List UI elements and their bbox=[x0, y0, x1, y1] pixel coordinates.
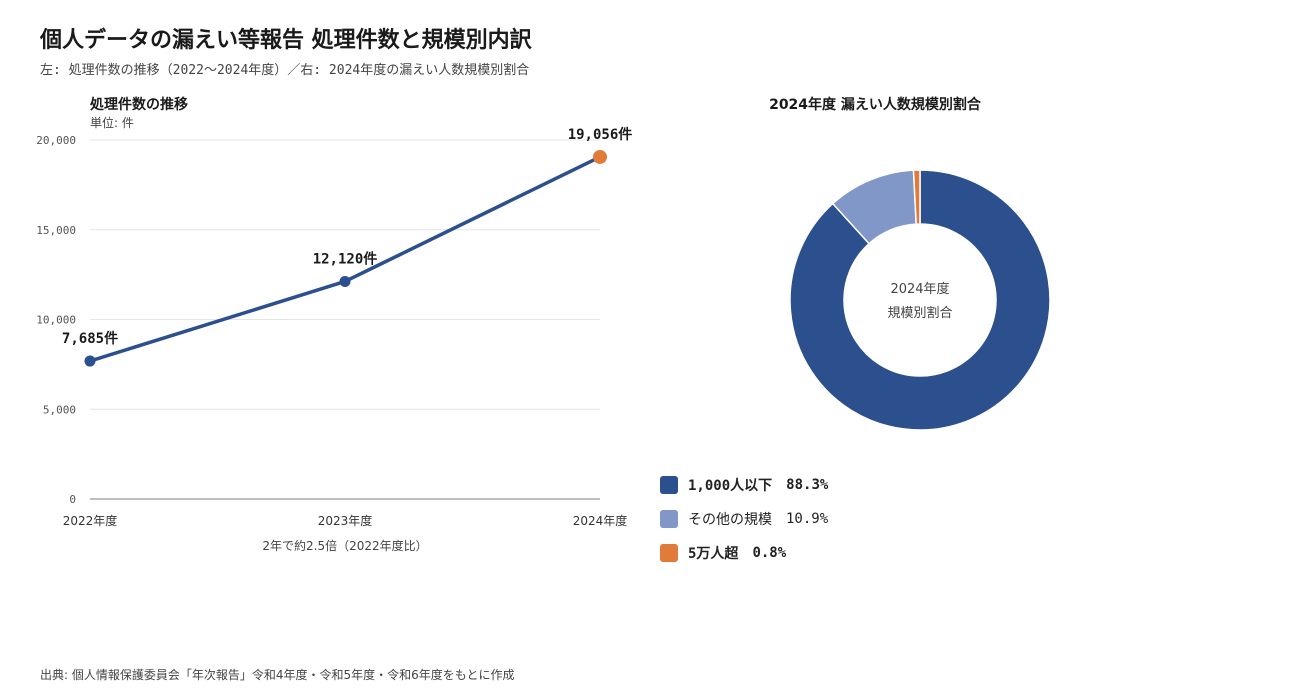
donut-slice bbox=[912, 169, 921, 225]
data-point bbox=[593, 149, 607, 164]
legend-percent: 0.8% bbox=[752, 545, 787, 561]
legend-swatch bbox=[660, 510, 678, 528]
donut-slice bbox=[789, 169, 1051, 431]
legend-item-other: その他の規模 10.9% bbox=[660, 510, 828, 528]
data-label: 12,120件 bbox=[313, 250, 378, 267]
x-tick-label: 2024年度 bbox=[573, 513, 628, 528]
legend-item-small: 1,000人以下 88.3% bbox=[660, 476, 828, 494]
legend-swatch bbox=[660, 544, 678, 562]
donut-center-label: 2024年度 bbox=[890, 281, 949, 297]
data-label: 19,056件 bbox=[568, 126, 633, 143]
x-tick-label: 2023年度 bbox=[318, 513, 373, 528]
y-tick-label: 0 bbox=[69, 493, 76, 506]
pie-legend: 1,000人以下 88.3% その他の規模 10.9% 5万人超 0.8% bbox=[660, 476, 828, 578]
unit-label: 単位: 件 bbox=[90, 115, 134, 130]
data-label: 7,685件 bbox=[62, 330, 118, 347]
legend-swatch bbox=[660, 476, 678, 494]
donut-title: 2024年度 漏えい人数規模別割合 bbox=[769, 96, 982, 113]
data-point bbox=[84, 355, 96, 367]
donut-slice bbox=[831, 169, 917, 245]
data-point bbox=[339, 275, 351, 287]
x-tick-label: 2022年度 bbox=[63, 513, 118, 528]
page-subtitle: 左: 処理件数の推移（2022〜2024年度）／右: 2024年度の漏えい人数規… bbox=[40, 63, 530, 78]
legend-percent: 88.3% bbox=[786, 477, 829, 493]
source-note: 出典: 個人情報保護委員会「年次報告」令和4年度・令和5年度・令和6年度をもとに… bbox=[40, 668, 515, 682]
legend-label: 5万人超 bbox=[688, 546, 739, 562]
y-tick-label: 10,000 bbox=[36, 314, 76, 327]
legend-label: その他の規模 bbox=[688, 512, 772, 528]
y-tick-label: 5,000 bbox=[43, 403, 76, 416]
legend-percent: 10.9% bbox=[786, 511, 829, 527]
line-chart-title: 処理件数の推移 bbox=[89, 96, 188, 113]
legend-label: 1,000人以下 bbox=[688, 478, 773, 494]
growth-annotation: 2年で約2.5倍（2022年度比） bbox=[262, 538, 427, 553]
y-tick-label: 20,000 bbox=[36, 134, 76, 147]
page-title: 個人データの漏えい等報告 処理件数と規模別内訳 bbox=[40, 28, 532, 53]
y-tick-label: 15,000 bbox=[36, 224, 76, 237]
donut-center-label: 規模別割合 bbox=[887, 305, 952, 321]
legend-item-large: 5万人超 0.8% bbox=[660, 544, 828, 562]
